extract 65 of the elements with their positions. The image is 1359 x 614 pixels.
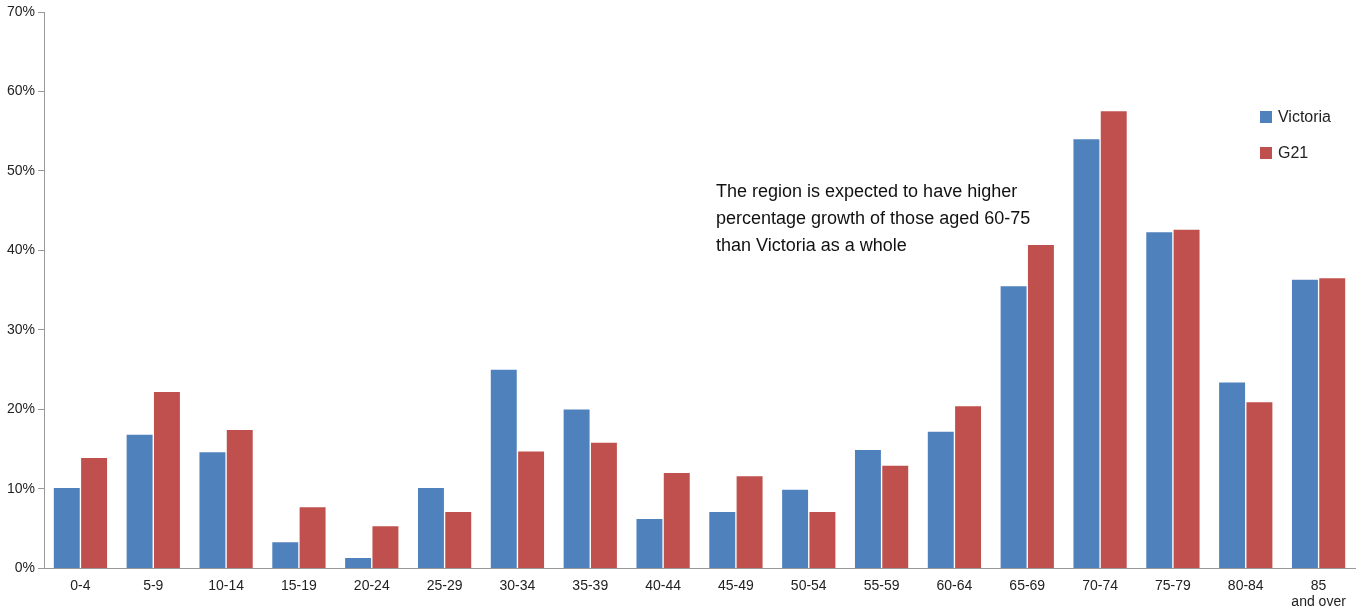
bar [955,406,982,568]
bar [445,511,472,568]
bar [882,465,909,568]
bar [1073,139,1100,568]
x-tick-label: 60-64 [936,576,973,593]
bar [199,452,226,568]
x-tick-label: 85 and over [1291,576,1347,610]
x-tick-label: 0-4 [70,576,91,593]
bar [153,391,180,568]
legend-label: Victoria [1277,108,1331,126]
bar [1246,402,1273,568]
bar [518,451,545,568]
bar [1319,278,1346,568]
bar [736,476,763,568]
x-tick-label: 5-9 [143,576,164,593]
bar [53,488,80,568]
bar [126,434,153,568]
x-tick-label: 25-29 [426,576,463,593]
bar [372,526,399,568]
x-tick-label: 50-54 [790,576,827,593]
bar [709,511,736,568]
y-tick-label: 70% [6,2,36,19]
x-tick-label: 10-14 [208,576,245,593]
bar [272,542,299,568]
y-tick-label: 40% [6,241,36,258]
bar [927,431,954,568]
legend-label: G21 [1277,144,1309,162]
bar [563,409,590,568]
bar [1291,279,1318,568]
y-tick-label: 50% [6,161,36,178]
x-tick-label: 65-69 [1009,576,1046,593]
bar [345,558,372,568]
x-tick-label: 45-49 [718,576,755,593]
bar [417,488,444,568]
x-tick-label: 15-19 [281,576,318,593]
bar [809,511,836,568]
bar [1173,229,1200,568]
x-tick-label: 35-39 [572,576,609,593]
bar [299,507,326,568]
bar [854,449,881,568]
y-tick-label: 0% [14,559,36,576]
y-tick-label: 60% [6,82,36,99]
x-tick-label: 40-44 [645,576,682,593]
bar [1000,286,1027,568]
y-tick-label: 20% [6,400,36,417]
y-tick-label: 30% [6,320,36,337]
bar [590,442,617,568]
bar [226,430,253,568]
bar [1100,111,1127,568]
annotation: The region is expected to have higher percentage growth of those aged 60-75 than Victoria as a whole [716,180,1032,257]
x-tick-label: 20-24 [353,576,390,593]
bar [663,473,690,568]
bar [490,369,517,568]
x-tick-label: 70-74 [1082,576,1119,593]
bar [81,457,108,568]
bar [1146,232,1173,568]
x-tick-label: 75-79 [1155,576,1192,593]
x-tick-label: 30-34 [499,576,536,593]
bar [1219,382,1246,568]
x-tick-label: 80-84 [1227,576,1264,593]
bar [1027,244,1054,568]
bar [782,489,809,568]
x-tick-label: 55-59 [863,576,900,593]
bar [636,519,663,568]
y-tick-label: 10% [6,479,36,496]
